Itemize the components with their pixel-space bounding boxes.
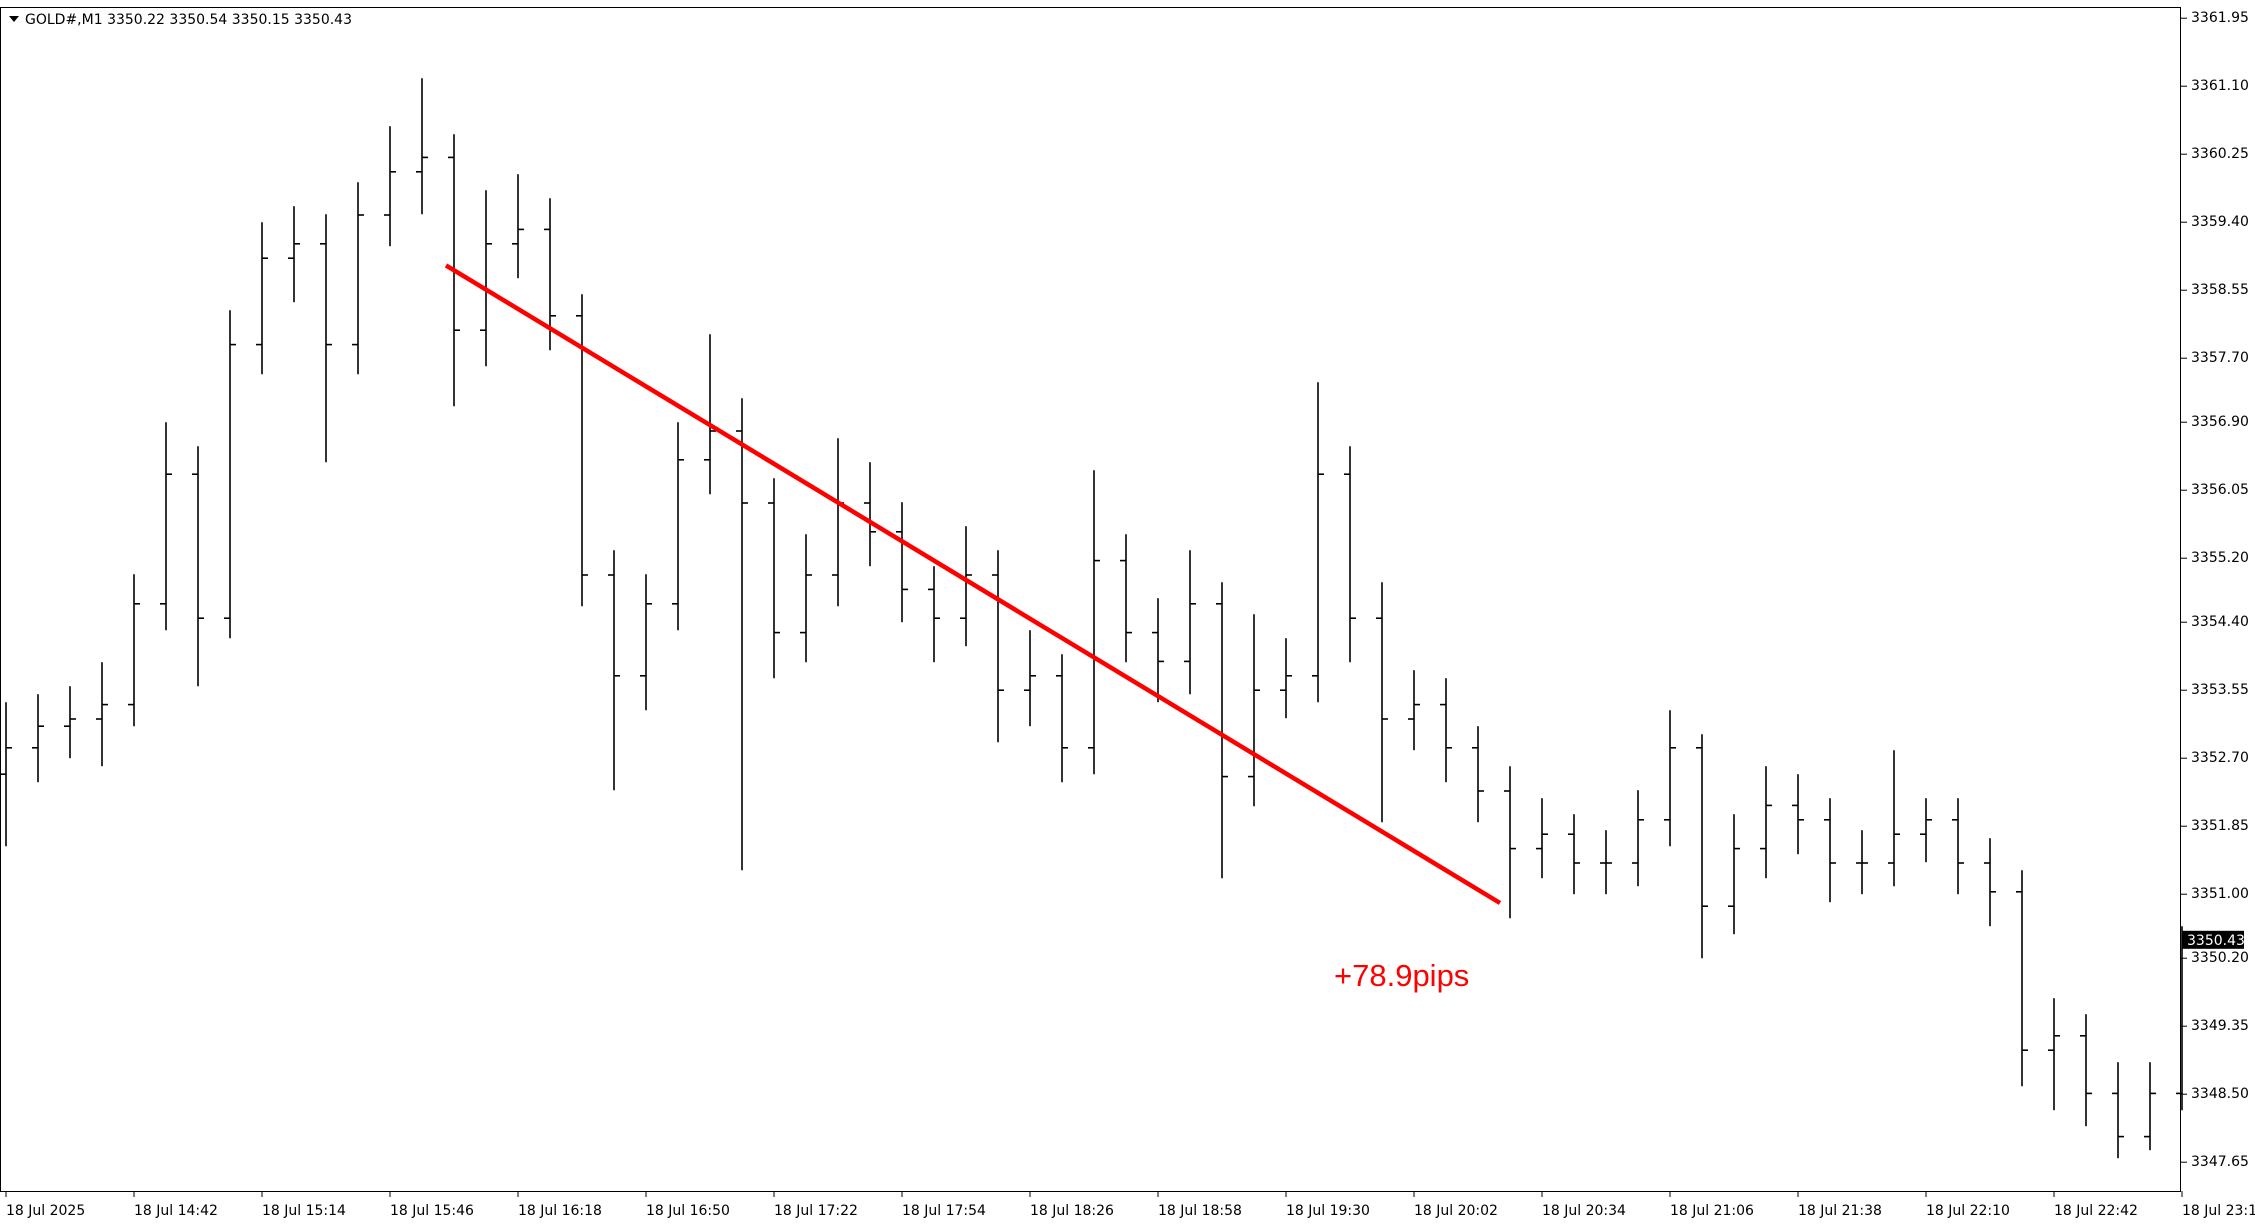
- x-tick-label: 18 Jul 16:50: [646, 1203, 730, 1219]
- x-tick-label: 18 Jul 20:02: [1414, 1203, 1498, 1219]
- x-tick-label: 18 Jul 15:46: [390, 1203, 474, 1219]
- y-tick-label: 3361.95: [2191, 10, 2249, 26]
- price-label: 3350.43: [2187, 933, 2245, 949]
- y-tick-label: 3356.05: [2191, 482, 2249, 498]
- trendline: [444, 263, 1502, 905]
- y-tick-label: 3360.25: [2191, 146, 2249, 162]
- menu-triangle[interactable]: [9, 16, 19, 22]
- x-tick-label: 18 Jul 22:10: [1926, 1203, 2010, 1219]
- x-tick-label: 18 Jul 2025: [6, 1203, 85, 1219]
- y-tick-label: 3356.90: [2191, 414, 2249, 430]
- x-tick-label: 18 Jul 17:54: [902, 1203, 986, 1219]
- x-tick-label: 18 Jul 19:30: [1286, 1203, 1370, 1219]
- y-tick-label: 3361.10: [2191, 78, 2249, 94]
- y-tick-label: 3351.00: [2191, 886, 2249, 902]
- y-tick-label: 3354.40: [2191, 614, 2249, 630]
- x-tick-label: 18 Jul 14:42: [134, 1203, 218, 1219]
- y-tick-label: 3357.70: [2191, 350, 2249, 366]
- header: GOLD#,M1 3350.22 3350.54 3350.15 3350.43: [25, 12, 352, 28]
- x-tick-label: 18 Jul 23:14: [2182, 1203, 2255, 1219]
- y-tick-label: 3358.55: [2191, 282, 2249, 298]
- x-tick-label: 18 Jul 21:06: [1670, 1203, 1754, 1219]
- annotation: +78.9pips: [1334, 958, 1469, 993]
- y-tick-label: 3359.40: [2191, 214, 2249, 230]
- x-tick-label: 18 Jul 16:18: [518, 1203, 602, 1219]
- x-tick-label: 18 Jul 15:14: [262, 1203, 346, 1219]
- x-tick-label: 18 Jul 17:22: [774, 1203, 858, 1219]
- x-tick-label: 18 Jul 18:26: [1030, 1203, 1114, 1219]
- plot-frame: [0, 7, 2181, 1192]
- y-tick-label: 3348.50: [2191, 1086, 2249, 1102]
- x-tick-label: 18 Jul 22:42: [2054, 1203, 2138, 1219]
- y-tick-label: 3352.70: [2191, 750, 2249, 766]
- x-tick-label: 18 Jul 20:34: [1542, 1203, 1626, 1219]
- y-tick-label: 3353.55: [2191, 682, 2249, 698]
- price-box: [2182, 930, 2244, 949]
- x-tick-label: 18 Jul 18:58: [1158, 1203, 1242, 1219]
- y-tick-label: 3349.35: [2191, 1018, 2249, 1034]
- y-tick-label: 3351.85: [2191, 818, 2249, 834]
- y-tick-label: 3355.20: [2191, 550, 2249, 566]
- x-tick-label: 18 Jul 21:38: [1798, 1203, 1882, 1219]
- y-tick-label: 3347.65: [2191, 1154, 2249, 1170]
- y-tick-label: 3350.20: [2191, 950, 2249, 966]
